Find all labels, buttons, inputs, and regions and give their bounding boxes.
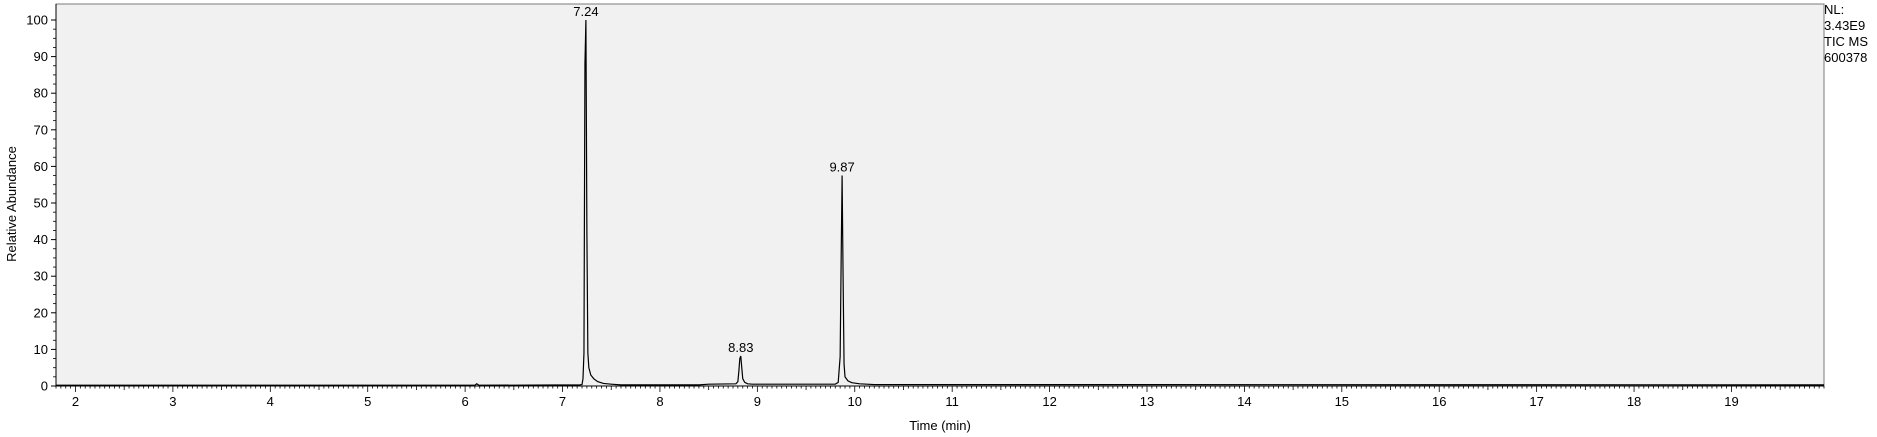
- x-tick-label: 13: [1140, 394, 1154, 409]
- x-tick-label: 6: [462, 394, 469, 409]
- x-tick-label: 7: [559, 394, 566, 409]
- peak-label: 9.87: [829, 160, 854, 175]
- y-tick-label: 20: [34, 305, 48, 320]
- y-tick-label: 30: [34, 269, 48, 284]
- scan-number: 600378: [1824, 50, 1868, 65]
- y-tick-label: 60: [34, 159, 48, 174]
- y-tick-label: 100: [26, 13, 48, 28]
- y-tick-label: 0: [41, 379, 48, 394]
- scan-filter: TIC MS: [1824, 34, 1869, 49]
- y-tick-label: 90: [34, 49, 48, 64]
- nl-value: 3.43E9: [1824, 18, 1866, 33]
- x-tick-label: 4: [267, 394, 274, 409]
- x-tick-label: 18: [1627, 394, 1641, 409]
- normalization-info: NL: 3.43E9 TIC MS 600378: [1824, 2, 1868, 66]
- x-tick-label: 2: [72, 394, 79, 409]
- x-tick-label: 5: [364, 394, 371, 409]
- y-tick-label: 10: [34, 342, 48, 357]
- peak-label: 7.24: [573, 4, 598, 19]
- x-tick-label: 9: [754, 394, 761, 409]
- peak-label: 8.83: [728, 340, 753, 355]
- x-tick-label: 11: [945, 394, 959, 409]
- y-axis: 0 10 20 30 40 50 60 70 80 90 100: [26, 4, 57, 394]
- y-tick-label: 50: [34, 196, 48, 211]
- x-tick-label: 17: [1529, 394, 1543, 409]
- x-tick-label: 16: [1432, 394, 1446, 409]
- x-tick-label: 12: [1042, 394, 1056, 409]
- x-tick-label: 14: [1237, 394, 1251, 409]
- y-axis-label: Relative Abundance: [4, 146, 19, 262]
- x-tick-label: 8: [656, 394, 663, 409]
- plot-area: [55, 3, 1825, 387]
- series-line-tic: [56, 19, 1825, 386]
- x-tick-label: 19: [1724, 394, 1738, 409]
- x-axis: 2 3 4 5 6 7 8 9 10 11 12 13 14 15 16 17 18 19: [55, 385, 1825, 409]
- y-tick-label: 40: [34, 232, 48, 247]
- y-tick-label: 80: [34, 86, 48, 101]
- nl-label: NL:: [1824, 2, 1845, 17]
- x-tick-label: 10: [848, 394, 862, 409]
- peak-labels: 7.24 8.83 9.87: [573, 4, 855, 355]
- x-axis-label: Time (min): [909, 418, 971, 433]
- x-tick-label: 15: [1335, 394, 1349, 409]
- y-tick-label: 70: [34, 122, 48, 137]
- x-tick-label: 3: [169, 394, 176, 409]
